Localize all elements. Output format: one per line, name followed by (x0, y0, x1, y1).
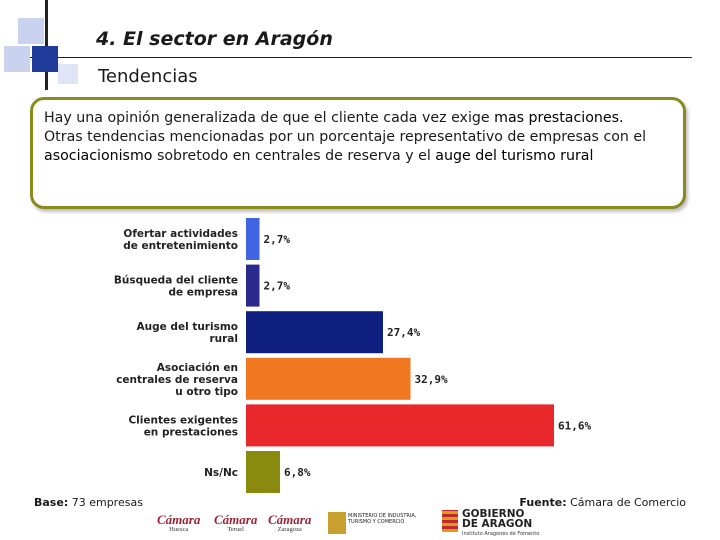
summary-box: Hay una opinión generalizada de que el c… (30, 97, 686, 209)
category-label-3: Asociación en centrales de reserva u otro … (116, 362, 238, 398)
bar-1 (246, 264, 260, 307)
logo-city: Huesca (169, 526, 189, 533)
gobierno-text: GOBIERNO DE ARAGON (462, 508, 533, 530)
value-label-4: 61,6% (558, 419, 591, 432)
logo-text: Cámara (157, 512, 201, 527)
base-value: 73 empresas (68, 496, 143, 509)
summary-line-1: Hay una opinión generalizada de que el c… (44, 109, 673, 128)
summary-text: sobretodo en centrales de reserva y el (152, 148, 436, 164)
value-label-5: 6,8% (284, 466, 311, 479)
gobierno-subtext: Instituto Aragonés de Fomento (462, 531, 540, 537)
source-label: Fuente: (519, 496, 567, 509)
logo-text: Cámara (268, 512, 312, 527)
bar-4 (246, 404, 554, 447)
bar-5 (246, 451, 280, 493)
aragon-flag-icon (442, 510, 458, 532)
camara-teruel-logo: Cámara Teruel (214, 512, 257, 533)
source-value: Cámara de Comercio (566, 496, 686, 509)
summary-text: Otras tendencias mencionadas por un porc… (44, 129, 647, 145)
bar-3 (246, 357, 411, 400)
ministerio-text: MINISTERIO DE INDUSTRIA, TURISMO Y COMER… (348, 513, 417, 525)
summary-text: Hay una opinión generalizada de que el c… (44, 110, 495, 126)
logo-text: Cámara (214, 512, 258, 527)
value-label-0: 2,7% (264, 233, 291, 246)
page-subtitle: Tendencias (98, 66, 198, 87)
summary-emphasis: mas prestaciones. (494, 110, 624, 126)
category-label-5: Ns/Nc (204, 467, 238, 479)
footer-base: Base: 73 empresas (34, 496, 143, 509)
base-label: Base: (34, 496, 69, 509)
bar-2 (246, 311, 383, 354)
summary-emphasis: auge del turismo rural (435, 148, 594, 164)
category-label-4: Clientes exigentes en prestaciones (128, 414, 238, 438)
value-label-3: 32,9% (415, 373, 448, 386)
category-label-1: Búsqueda del cliente de empresa (114, 275, 238, 299)
category-label-0: Ofertar actividades de entretenimiento (123, 228, 238, 252)
summary-emphasis: asociacionismo (44, 148, 153, 164)
footer-source: Fuente: Cámara de Comercio (519, 496, 686, 509)
bar-0 (246, 218, 260, 260)
logo-city: Teruel (227, 526, 244, 533)
camara-zaragoza-logo: Cámara Zaragoza (268, 512, 311, 533)
logo-city: Zaragoza (277, 526, 302, 533)
coat-of-arms-icon (328, 512, 346, 534)
category-label-2: Auge del turismo rural (137, 321, 238, 345)
value-label-2: 27,4% (387, 326, 420, 339)
ministerio-logo: MINISTERIO DE INDUSTRIA, TURISMO Y COMER… (328, 510, 428, 536)
camara-huesca-logo: Cámara Huesca (157, 512, 200, 533)
summary-line-2: Otras tendencias mencionadas por un porc… (44, 128, 673, 166)
value-label-1: 2,7% (264, 280, 291, 293)
page-title: 4. El sector en Aragón (96, 28, 333, 50)
